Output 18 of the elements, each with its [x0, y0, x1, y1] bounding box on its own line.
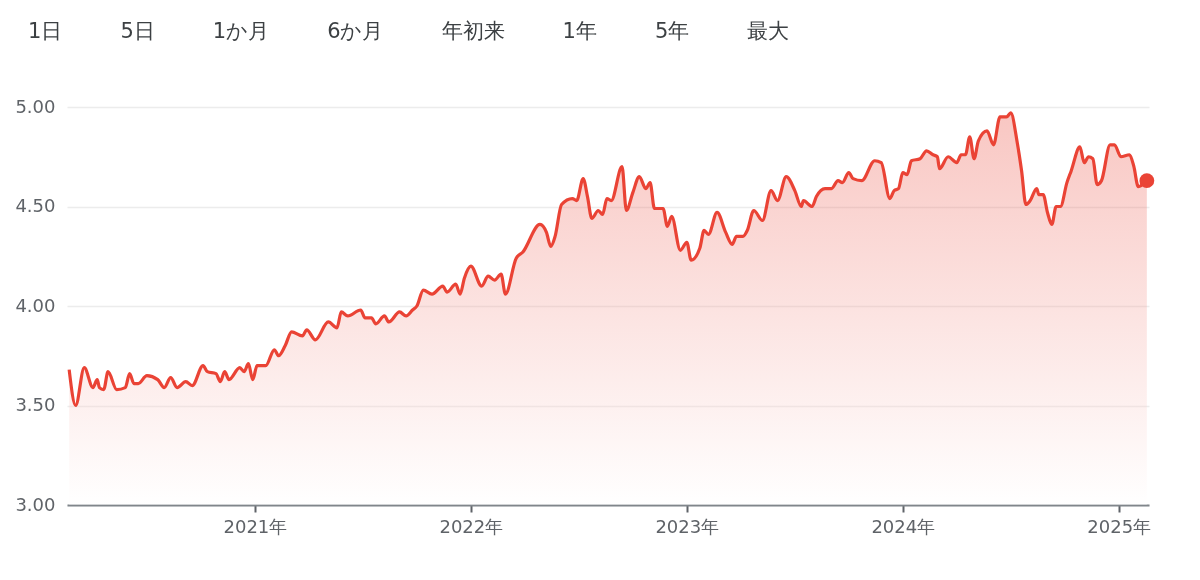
text: 年初来 [441, 18, 505, 45]
y-tick-label: 3.00 [15, 493, 56, 515]
y-tick-label: 4.00 [15, 294, 56, 316]
text: 1日 [28, 18, 63, 45]
y-tick-label: 5.00 [15, 95, 56, 117]
x-tick-label: 2021年 [223, 515, 288, 537]
text: 5日 [120, 18, 155, 45]
text: 6か月 [327, 18, 384, 45]
x-tick-label: 2023年 [655, 515, 720, 537]
y-tick-label: 4.50 [15, 195, 56, 216]
text: 最大 [747, 18, 790, 45]
text: 1か月 [212, 18, 270, 45]
x-tick-label: 2025年 [1087, 515, 1152, 537]
x-tick-label: 2024年 [871, 515, 936, 537]
text: 5年 [654, 18, 690, 45]
text: 1年 [562, 18, 597, 45]
x-tick-label: 2022年 [439, 515, 504, 537]
y-tick-label: 3.50 [15, 394, 56, 415]
